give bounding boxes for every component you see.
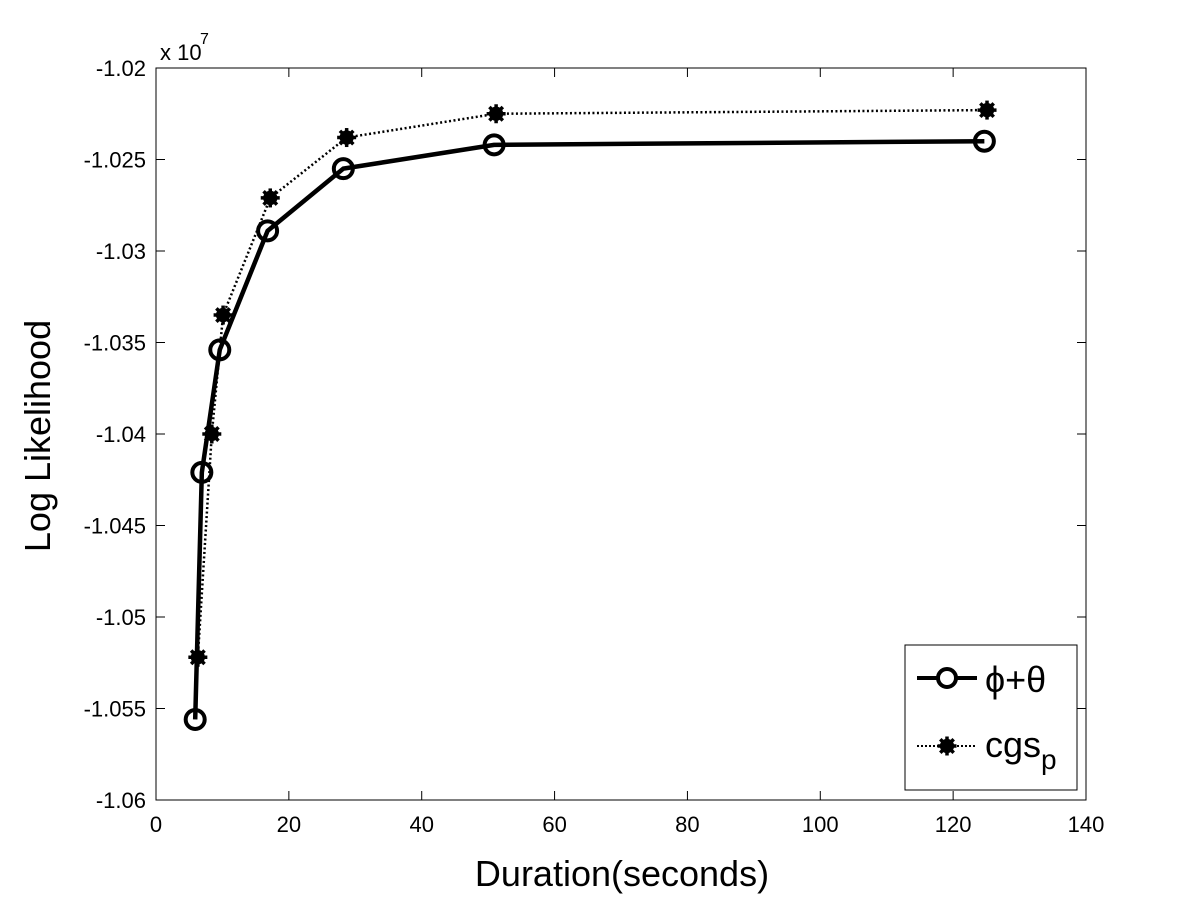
legend-asterisk-spoke (939, 738, 955, 754)
legend-marker-series-1 (936, 667, 958, 689)
x-axis-title: Duration(seconds) (475, 853, 769, 894)
series-1 (183, 129, 996, 731)
data-point (190, 460, 214, 484)
y-tick-label: -1.02 (96, 56, 146, 81)
y-tick-label: -1.025 (84, 148, 146, 173)
legend-asterisk (937, 736, 957, 756)
y-tick-label: -1.04 (96, 422, 146, 447)
x-tick-label: 100 (802, 812, 839, 837)
y-scale-base: x 10 (160, 40, 202, 65)
axis-tick-labels: 0 20 40 60 80 100 120 140 -1.06 -1.055 -1.05 -1.045… (84, 56, 1105, 837)
legend-label-series-2-main: cgs (985, 724, 1041, 765)
x-tick-label: 40 (409, 812, 433, 837)
data-point (208, 338, 232, 362)
y-scale-exponent: 7 (200, 31, 209, 48)
legend: ϕ+θ cgsp (904, 644, 1078, 791)
data-point-spoke (338, 129, 355, 146)
x-tick-label: 140 (1068, 812, 1105, 837)
legend-label-series-2-subscript: p (1041, 744, 1057, 775)
axis-ticks (155, 67, 1087, 801)
data-point (260, 188, 280, 208)
x-tick-label: 60 (542, 812, 566, 837)
data-point (331, 157, 355, 181)
data-point (213, 305, 233, 325)
data-point (972, 129, 996, 153)
legend-box (904, 644, 1078, 791)
series-layer (183, 100, 997, 731)
data-point-spoke (262, 189, 279, 206)
x-tick-label: 0 (150, 812, 162, 837)
legend-marker-series-2 (937, 736, 957, 756)
data-point-spoke (979, 102, 995, 119)
y-tick-label: -1.045 (84, 514, 146, 539)
data-point-spoke (488, 105, 505, 122)
data-point (977, 100, 997, 120)
series-2 (188, 100, 997, 667)
x-tick-label: 20 (277, 812, 301, 837)
y-tick-label: -1.05 (96, 605, 146, 630)
data-point (256, 219, 280, 243)
data-point (482, 133, 506, 157)
y-tick-label: -1.06 (96, 788, 146, 813)
data-point (183, 707, 207, 731)
y-tick-label: -1.03 (96, 239, 146, 264)
series-line (192, 138, 985, 720)
y-tick-label: -1.055 (84, 697, 146, 722)
data-point-spoke (215, 307, 232, 324)
x-tick-label: 80 (675, 812, 699, 837)
legend-label-series-2: cgsp (985, 724, 1057, 775)
data-point (337, 128, 357, 148)
legend-label-series-1: ϕ+θ (985, 659, 1046, 700)
y-tick-label: -1.035 (84, 331, 146, 356)
data-point (486, 104, 506, 124)
x-tick-label: 120 (935, 812, 972, 837)
y-axis-title: Log Likelihood (17, 320, 58, 552)
